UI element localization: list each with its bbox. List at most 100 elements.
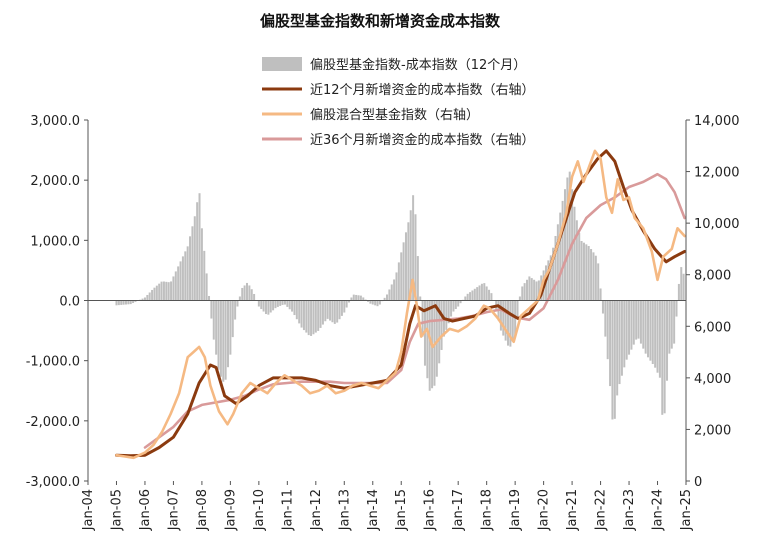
bar bbox=[231, 300, 234, 338]
bar bbox=[585, 244, 588, 301]
left-axis-ticks: -3,000.0 -2,000.0 -1,000.0 0.0 1,000.0 2,000.… bbox=[26, 114, 88, 490]
legend: 偏股型基金指数-成本指数（12个月） 近12个月新增资金的成本指数（右轴） 偏股混合… bbox=[262, 57, 535, 148]
bar bbox=[243, 285, 246, 301]
bar bbox=[559, 212, 562, 301]
bar bbox=[400, 252, 403, 301]
bar bbox=[374, 300, 377, 306]
bar bbox=[158, 283, 161, 301]
bar bbox=[317, 300, 320, 331]
x-tick-label: Jan-24 bbox=[651, 489, 666, 531]
bar bbox=[151, 289, 154, 301]
bar bbox=[483, 283, 486, 301]
bar bbox=[357, 295, 360, 301]
bar bbox=[606, 300, 609, 360]
bar bbox=[526, 279, 529, 301]
bar bbox=[238, 296, 241, 301]
bar bbox=[609, 300, 612, 387]
bar bbox=[556, 224, 559, 301]
bar bbox=[397, 262, 400, 301]
x-tick-label: Jan-15 bbox=[394, 489, 409, 531]
bar bbox=[616, 300, 619, 396]
bar bbox=[561, 200, 564, 301]
bar bbox=[601, 300, 604, 314]
bar bbox=[172, 276, 175, 301]
bar bbox=[528, 276, 531, 301]
x-tick-label: Jan-17 bbox=[451, 489, 466, 531]
bar bbox=[229, 300, 232, 355]
bar bbox=[447, 300, 450, 324]
bar bbox=[459, 300, 462, 304]
bar bbox=[205, 273, 208, 301]
bar bbox=[654, 300, 657, 368]
bar bbox=[575, 220, 578, 301]
x-tick-label: Jan-13 bbox=[337, 489, 352, 531]
bar bbox=[272, 300, 275, 311]
bar bbox=[580, 241, 583, 301]
bar bbox=[281, 300, 284, 305]
bar bbox=[573, 206, 576, 301]
bar bbox=[590, 249, 593, 301]
bar bbox=[469, 292, 472, 301]
bar bbox=[409, 210, 412, 301]
right-tick-label: 8,000 bbox=[694, 269, 731, 284]
x-tick-label: Jan-06 bbox=[138, 489, 153, 531]
right-tick-label: 12,000 bbox=[694, 166, 740, 181]
bar bbox=[302, 300, 305, 331]
bar bbox=[466, 293, 469, 301]
x-tick-label: Jan-16 bbox=[423, 489, 438, 531]
bar bbox=[499, 300, 502, 331]
bar bbox=[554, 235, 557, 301]
bar bbox=[445, 300, 448, 330]
bar bbox=[219, 300, 222, 377]
bar bbox=[117, 300, 120, 306]
bar bbox=[295, 300, 298, 320]
line-series-path bbox=[115, 149, 686, 460]
bar bbox=[181, 256, 184, 301]
right-tick-label: 0 bbox=[694, 475, 702, 490]
bar bbox=[314, 300, 317, 333]
bar bbox=[222, 300, 225, 382]
bar bbox=[115, 300, 118, 306]
bar bbox=[348, 300, 351, 303]
bar bbox=[234, 300, 237, 320]
bar bbox=[438, 300, 441, 364]
bar bbox=[269, 300, 272, 313]
left-tick-label: -1,000.0 bbox=[26, 355, 80, 370]
x-tick-label: Jan-11 bbox=[280, 489, 295, 531]
bar bbox=[331, 300, 334, 323]
bar bbox=[578, 232, 581, 301]
bar bbox=[597, 263, 600, 301]
bar bbox=[310, 300, 313, 336]
bar bbox=[184, 251, 187, 301]
bar bbox=[407, 222, 410, 301]
bar bbox=[440, 300, 443, 350]
bar bbox=[359, 295, 362, 301]
bar bbox=[618, 300, 621, 385]
bar bbox=[535, 281, 538, 301]
bar bbox=[227, 300, 230, 368]
bar bbox=[658, 300, 661, 378]
bar bbox=[637, 300, 640, 339]
bar bbox=[276, 300, 279, 307]
x-tick-label: Jan-21 bbox=[565, 489, 580, 531]
bar bbox=[236, 300, 239, 307]
bar bbox=[371, 300, 374, 305]
bar bbox=[196, 202, 199, 301]
x-tick-label: Jan-19 bbox=[508, 489, 523, 531]
bar bbox=[286, 300, 289, 307]
bar bbox=[383, 297, 386, 301]
bar bbox=[120, 300, 123, 305]
bar bbox=[623, 300, 626, 368]
bar bbox=[490, 293, 493, 301]
bar-series bbox=[115, 171, 685, 420]
bar bbox=[298, 300, 301, 324]
bar bbox=[507, 300, 510, 346]
x-tick-label: Jan-05 bbox=[109, 489, 124, 531]
bar bbox=[167, 282, 170, 301]
bar bbox=[250, 289, 253, 301]
bar bbox=[450, 300, 453, 317]
right-axis-ticks: 0 2,000 4,000 6,000 8,000 10,000 12,000 14,000 bbox=[686, 114, 740, 490]
bar bbox=[146, 294, 149, 301]
bar bbox=[170, 281, 173, 301]
bar bbox=[630, 300, 633, 350]
